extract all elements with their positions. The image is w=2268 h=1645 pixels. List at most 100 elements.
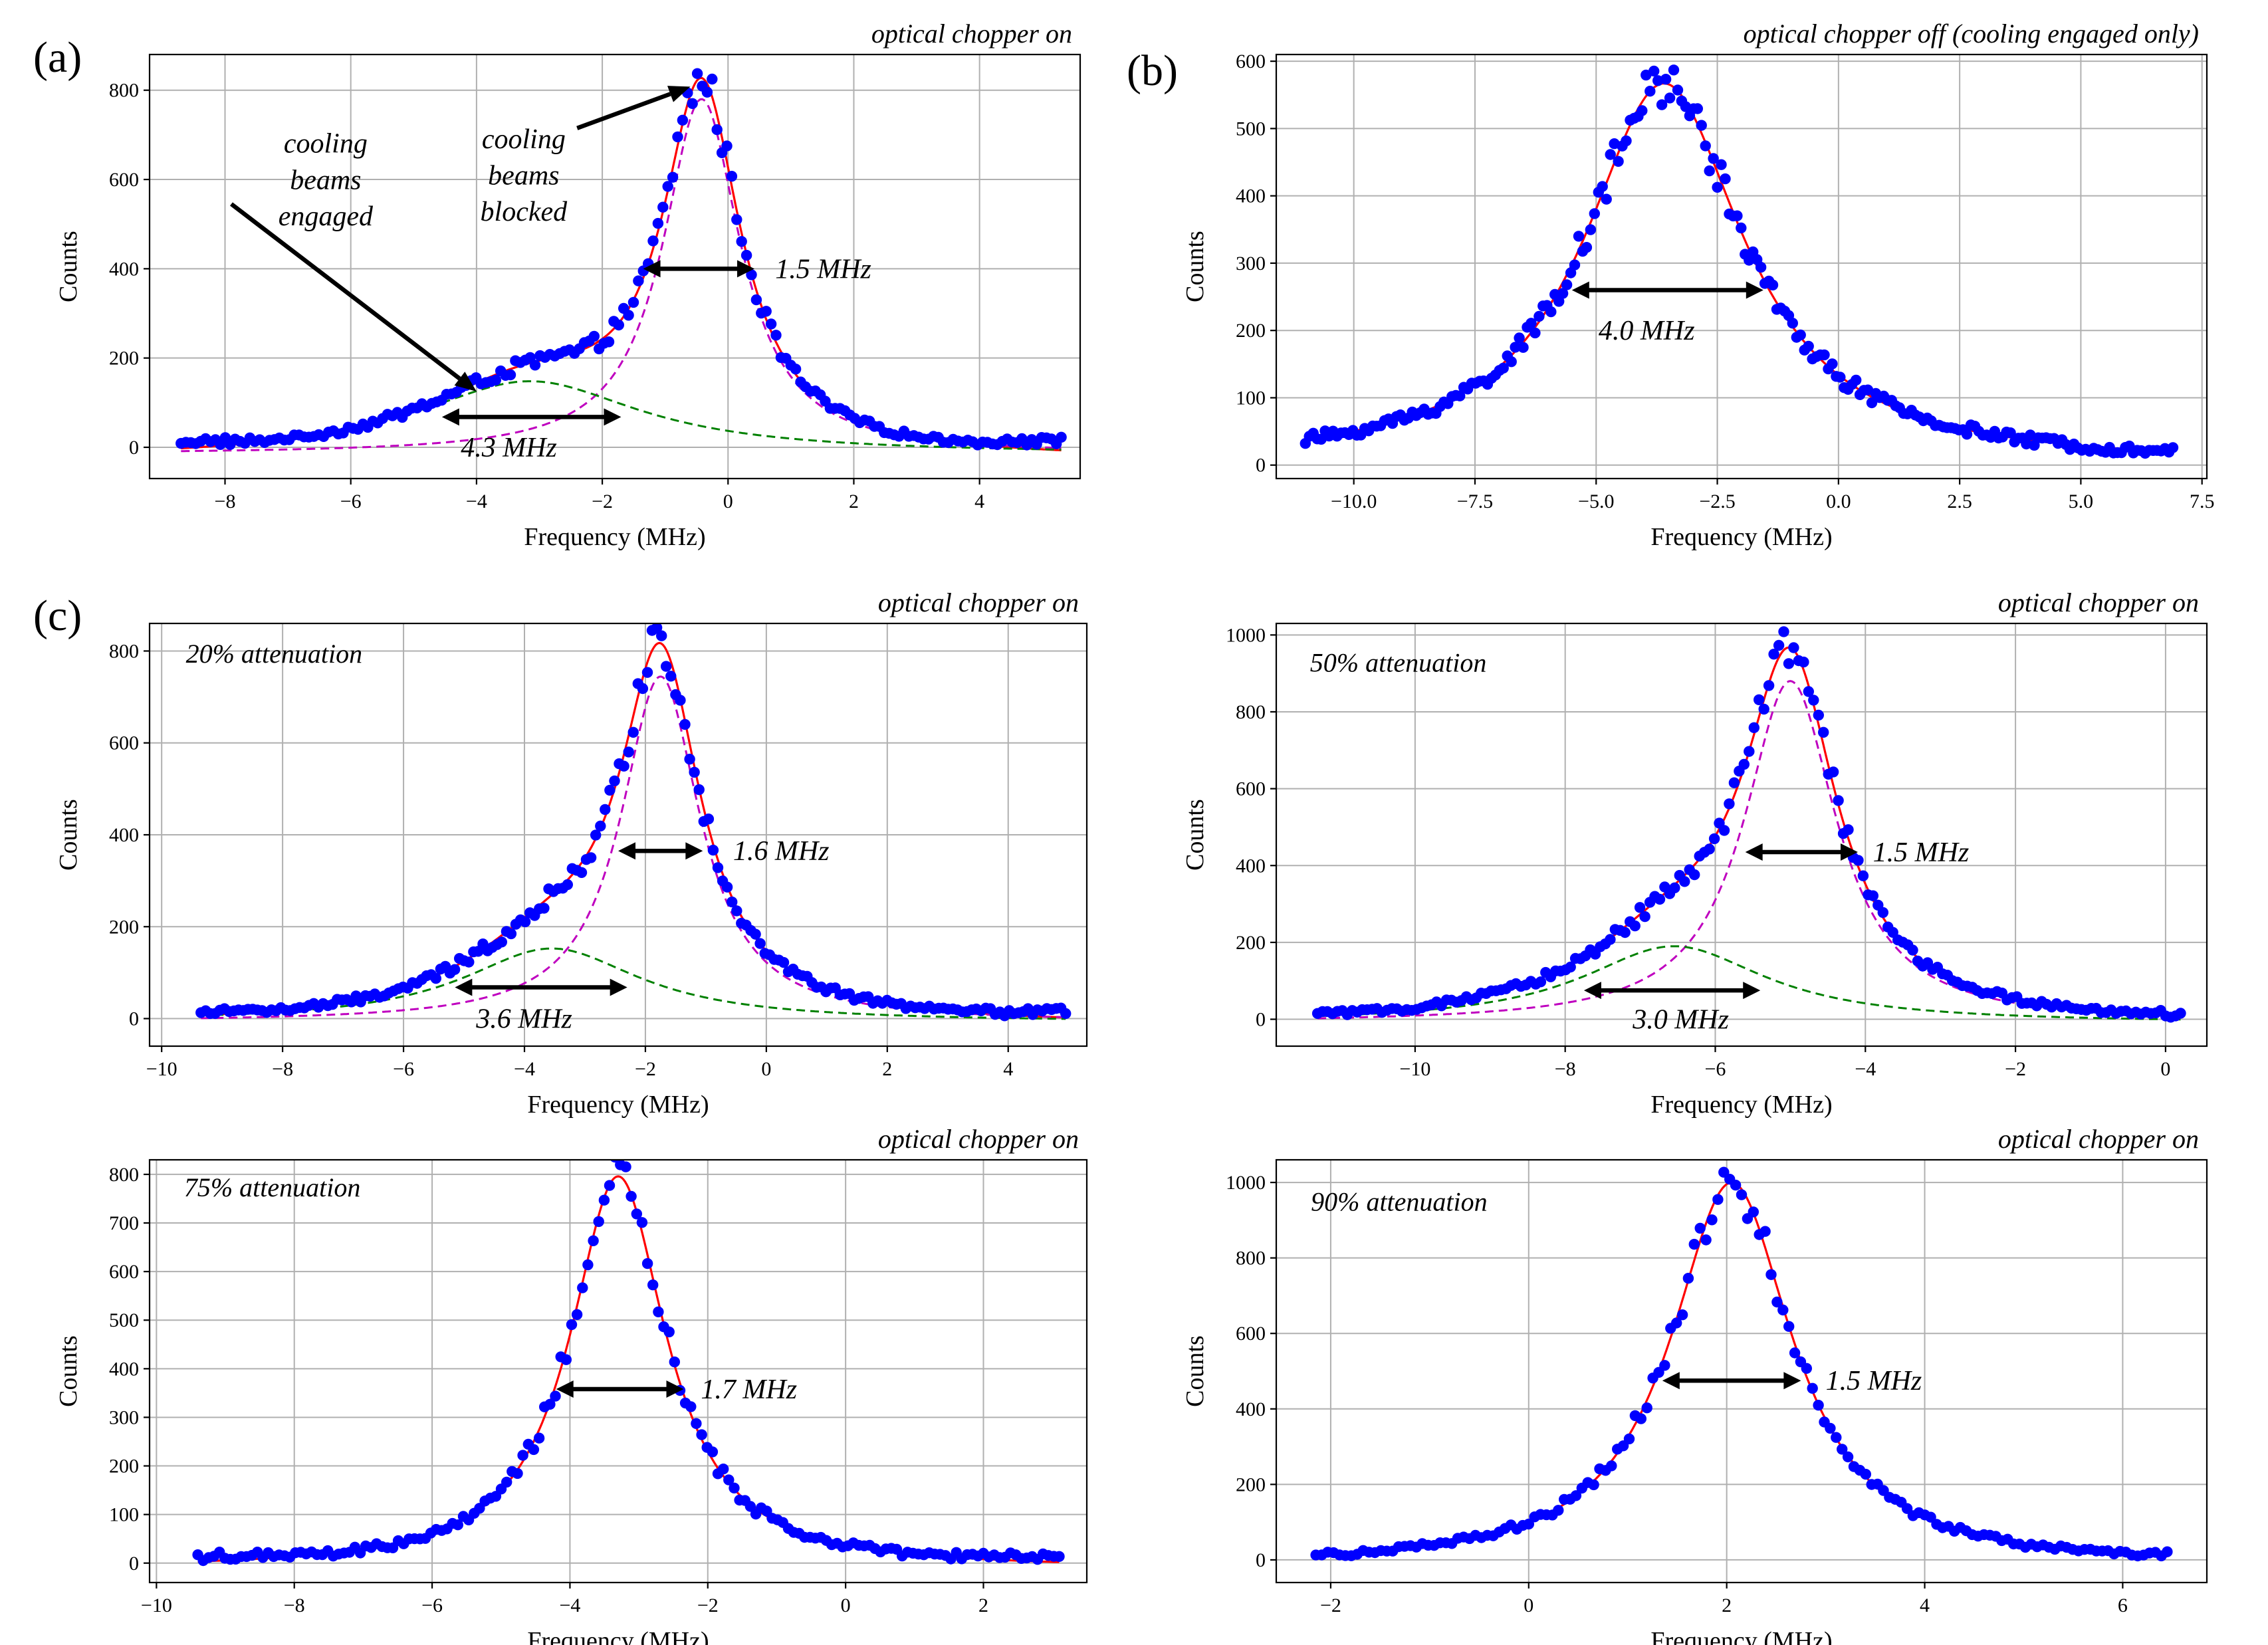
series-1-curve [1315,1181,2168,1558]
data-point [1748,1206,1759,1218]
data-point [627,296,639,308]
x-tick-label: 2 [978,1594,988,1616]
data-point [1831,1432,1842,1443]
x-tick-label: −4 [1855,1058,1876,1080]
data-point [1771,1296,1783,1308]
data-point [685,1401,697,1412]
data-point [517,1450,528,1461]
plot-area [1300,64,2179,459]
x-tick-label: −2 [2005,1058,2026,1080]
data-point [765,318,777,330]
data-point [1712,181,1723,193]
fwhm-arrow [1745,843,1858,861]
data-point [1704,843,1715,855]
annotation-line: beams [290,165,361,195]
data-point [1573,231,1585,242]
y-tick-label: 300 [1236,253,1266,274]
y-tick-label: 400 [1236,1398,1266,1420]
data-point [1867,890,1878,901]
data-point [620,1161,631,1172]
x-tick-label: −10 [1399,1058,1430,1080]
data-point [1585,224,1597,235]
panel-letter-a: (a) [33,33,82,82]
y-tick-label: 600 [1236,1323,1266,1345]
data-point [744,1501,756,1512]
data-point [636,1217,648,1228]
data-point [533,1432,545,1444]
y-tick-label: 0 [1256,1009,1266,1031]
data-point [1589,208,1600,219]
data-point [657,201,669,213]
data-point [1679,876,1690,887]
x-tick-label: 0 [1524,1594,1533,1616]
fwhm-label: 3.0 MHz [1632,1005,1729,1036]
data-point [1644,86,1656,97]
data-point [1700,1234,1712,1246]
y-tick-label: 600 [1236,778,1266,800]
data-point [613,319,624,331]
y-axis-label: Counts [1181,1335,1209,1407]
y-tick-label: 0 [129,1008,139,1030]
fwhm-arrow-head-right [1841,843,1858,861]
data-point [1639,911,1650,923]
data-point [2005,427,2016,439]
data-point [641,667,653,678]
data-point [736,236,747,247]
data-point [430,972,441,984]
data-point [1700,140,1711,152]
data-point [684,754,695,765]
data-point [2167,442,2179,453]
data-point [1557,288,1569,299]
data-point [754,938,766,949]
data-point [1748,722,1759,734]
panel-caption: optical chopper on [878,1124,1079,1154]
annotation-line: cooling [482,124,566,155]
x-tick-label: 7.5 [2190,491,2215,512]
data-point [1728,777,1740,788]
data-point [585,852,597,863]
y-tick-label: 200 [109,1456,139,1478]
y-tick-label: 400 [109,1358,139,1380]
data-point [1696,120,1707,131]
data-point [1704,165,1715,177]
plot-area [175,68,1067,453]
data-point [1768,649,1779,660]
x-tick-label: 4 [1003,1058,1013,1080]
data-point [689,766,700,778]
data-point [1835,372,1846,383]
data-point [1808,695,1819,706]
data-point [1553,1505,1564,1516]
data-point [550,1390,561,1402]
data-point [1788,642,1799,653]
pointer-arrow [229,202,477,392]
data-point [1659,1360,1670,1371]
x-tick-label: −8 [1555,1058,1576,1080]
data-point [582,1259,594,1271]
data-point [2162,1546,2173,1557]
data-point [1688,1238,1700,1250]
y-tick-label: 800 [109,640,139,662]
data-point [723,1474,735,1485]
x-tick-label: −10 [146,1058,177,1080]
fwhm-arrow-head-right [604,408,622,426]
data-point [677,114,689,126]
data-point [1588,1479,1599,1491]
data-point [1744,746,1755,757]
x-tick-label: −4 [466,491,487,512]
data-point [1877,907,1888,919]
fwhm-arrow-head-right [610,978,627,996]
data-point [496,936,507,948]
data-point [1853,855,1864,866]
x-tick-label: 0.0 [1826,491,1851,512]
y-tick-label: 600 [1236,51,1266,72]
data-point [512,1468,523,1480]
data-point [790,364,802,375]
data-point [505,928,517,940]
data-point [1718,825,1730,836]
fwhm-arrow-head-left [1583,982,1601,1000]
data-point [1654,893,1666,905]
data-point [1676,1309,1688,1321]
fwhm-arrow [441,408,622,426]
data-point [1518,342,1529,353]
x-tick-label: −7.5 [1457,491,1493,512]
